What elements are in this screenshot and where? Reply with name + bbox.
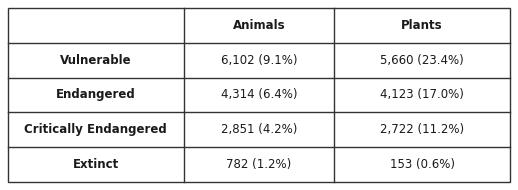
Text: Vulnerable: Vulnerable bbox=[60, 54, 132, 66]
Text: Endangered: Endangered bbox=[56, 89, 136, 101]
Text: 4,123 (17.0%): 4,123 (17.0%) bbox=[380, 89, 464, 101]
Text: Extinct: Extinct bbox=[73, 158, 119, 171]
Text: 6,102 (9.1%): 6,102 (9.1%) bbox=[221, 54, 297, 66]
Text: 4,314 (6.4%): 4,314 (6.4%) bbox=[221, 89, 297, 101]
Text: Critically Endangered: Critically Endangered bbox=[24, 124, 167, 136]
Text: 2,851 (4.2%): 2,851 (4.2%) bbox=[221, 124, 297, 136]
Text: Plants: Plants bbox=[401, 19, 443, 32]
Text: 153 (0.6%): 153 (0.6%) bbox=[390, 158, 455, 171]
Text: Animals: Animals bbox=[233, 19, 285, 32]
Text: 5,660 (23.4%): 5,660 (23.4%) bbox=[380, 54, 464, 66]
Text: 2,722 (11.2%): 2,722 (11.2%) bbox=[380, 124, 464, 136]
Text: 782 (1.2%): 782 (1.2%) bbox=[226, 158, 292, 171]
